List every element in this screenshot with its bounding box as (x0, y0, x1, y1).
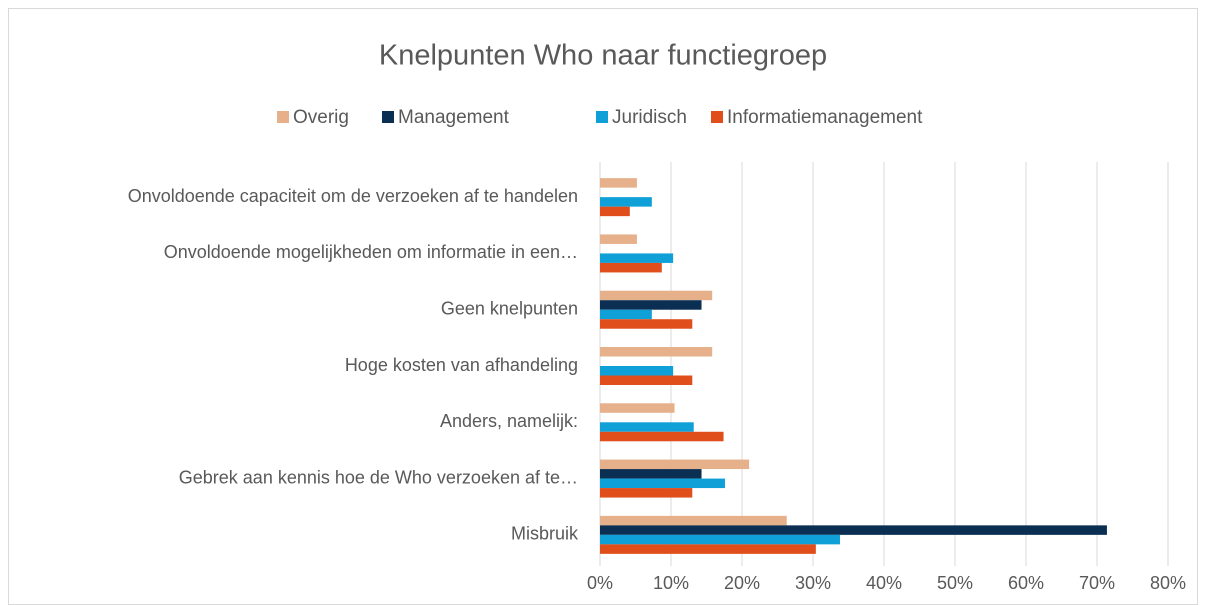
bar (600, 197, 652, 207)
legend-swatch (711, 111, 723, 123)
bar (600, 488, 693, 498)
y-tick-label: Geen knelpunten (441, 298, 578, 318)
y-tick-label: Anders, namelijk: (440, 411, 578, 431)
bar (600, 422, 694, 432)
bar (600, 253, 674, 263)
bar (600, 469, 702, 479)
y-tick-label: Onvoldoende capaciteit om de verzoeken a… (128, 186, 578, 206)
x-tick-label: 60% (1008, 573, 1044, 593)
legend-label: Management (398, 107, 510, 128)
legend-swatch (596, 111, 608, 123)
bar (600, 262, 662, 273)
y-tick-label: Hoge kosten van afhandeling (345, 355, 578, 375)
bar (600, 300, 702, 310)
legend-label: Overig (293, 107, 349, 128)
x-tick-label: 30% (795, 573, 831, 593)
y-tick-label: Gebrek aan kennis hoe de Who verzoeken a… (179, 467, 578, 487)
legend-label: Informatiemanagement (727, 107, 923, 128)
bar (600, 234, 637, 244)
bar (600, 544, 816, 554)
bar (600, 375, 693, 385)
y-tick-label: Misbruik (511, 524, 579, 544)
bar (600, 178, 637, 188)
bar (600, 347, 713, 357)
x-tick-label: 40% (866, 573, 902, 593)
legend-swatch (382, 111, 394, 123)
bar (600, 525, 1107, 535)
bar (600, 403, 675, 413)
x-tick-label: 80% (1150, 573, 1186, 593)
x-tick-label: 70% (1079, 573, 1115, 593)
bar (600, 290, 713, 301)
x-tick-label: 20% (724, 573, 760, 593)
bar (600, 206, 630, 217)
legend-label: Juridisch (612, 107, 687, 128)
bar (600, 478, 725, 489)
legend-swatch (277, 111, 289, 123)
bar (600, 534, 840, 545)
x-tick-label: 0% (587, 573, 613, 593)
x-tick-label: 10% (653, 573, 689, 593)
bar (600, 515, 787, 526)
chart-title: Knelpunten Who naar functiegroep (379, 40, 827, 72)
bar (600, 366, 674, 376)
x-tick-label: 50% (937, 573, 973, 593)
bar (600, 319, 693, 329)
bar (600, 309, 652, 320)
y-tick-label: Onvoldoende mogelijkheden om informatie … (164, 242, 578, 262)
bar (600, 459, 750, 470)
bar (600, 431, 724, 442)
